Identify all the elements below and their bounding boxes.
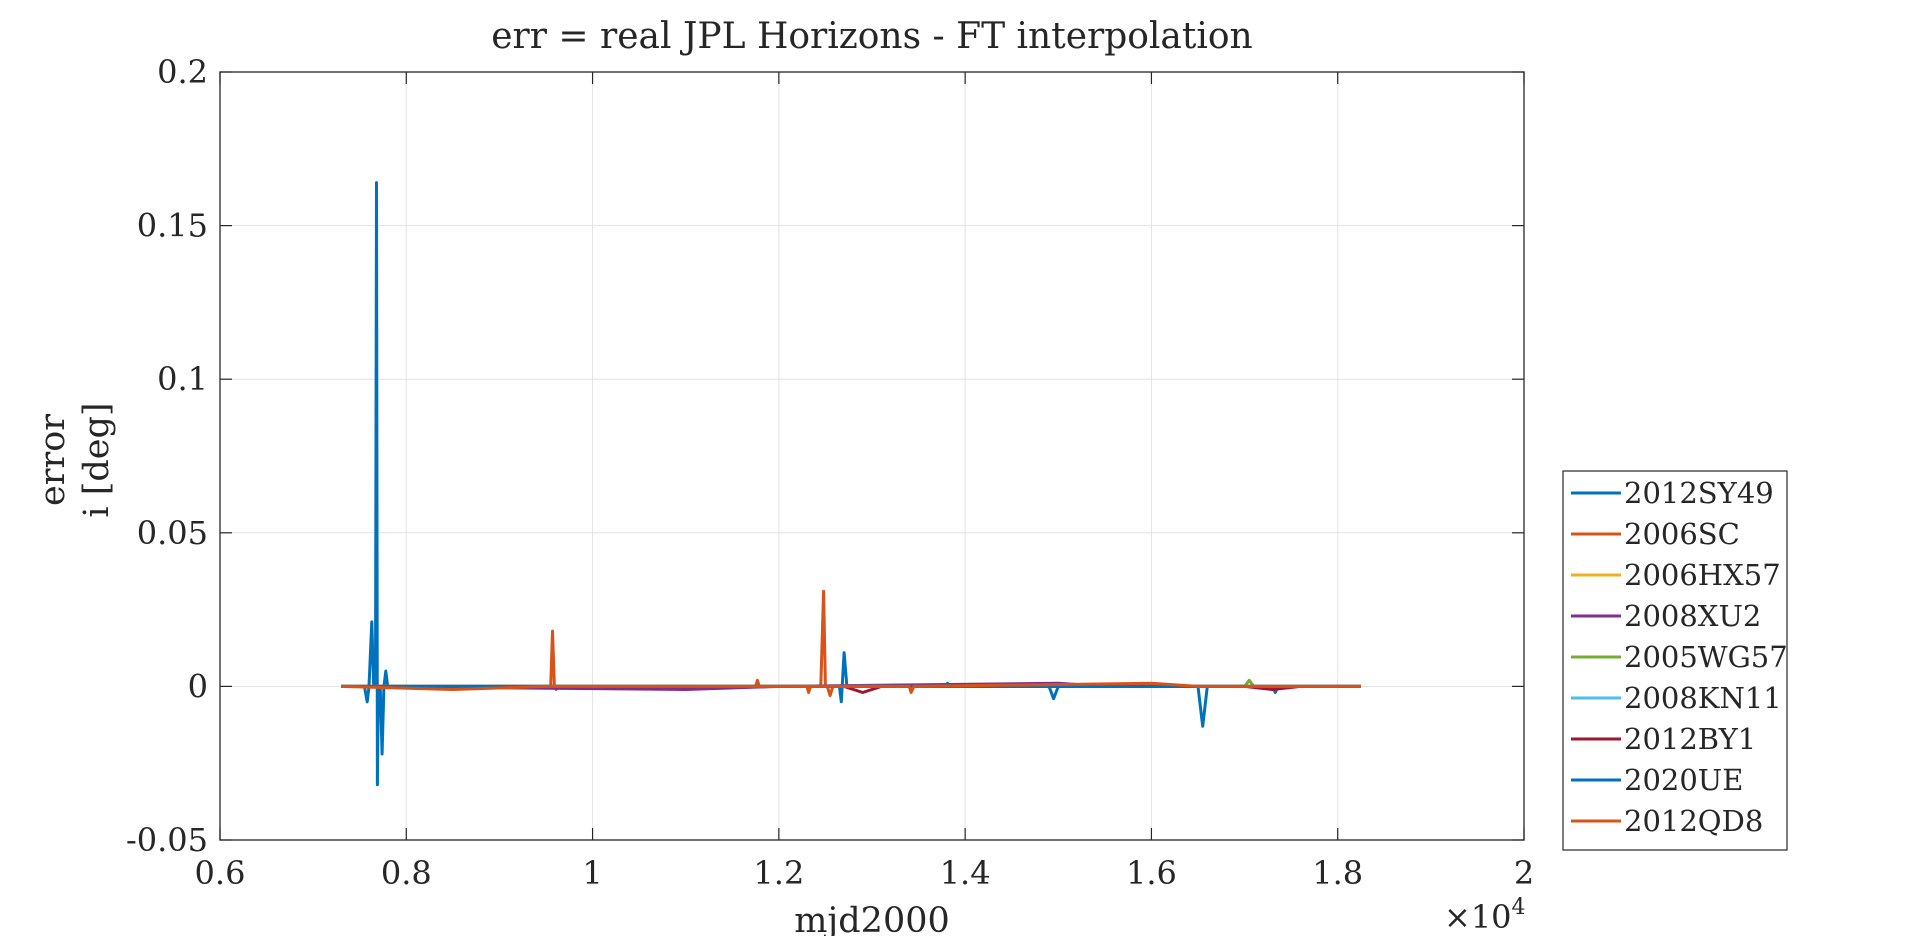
legend-label: 2008XU2 xyxy=(1624,599,1761,633)
x-tick-label: 1.6 xyxy=(1126,854,1177,892)
legend-entry: 2005WG57 xyxy=(1571,640,1788,674)
legend-entry: 2006HX57 xyxy=(1571,558,1781,592)
x-tick-label: 1.8 xyxy=(1312,854,1363,892)
tick-labels: 0.6 0.8 1 1.2 1.4 1.6 1.8 2 -0.05 0 0.05 0.1 0.15 0.2 xyxy=(126,53,1534,892)
legend-label: 2006HX57 xyxy=(1624,558,1781,592)
legend-entry: 2008XU2 xyxy=(1571,599,1761,633)
legend-entry: 2012SY49 xyxy=(1571,476,1774,510)
legend-entry: 2008KN11 xyxy=(1571,681,1782,715)
legend-label: 2012SY49 xyxy=(1624,476,1774,510)
y-axis-label-line2: i [deg] xyxy=(77,402,117,517)
y-tick-label: 0.15 xyxy=(137,207,208,245)
series-line-2012SY49 xyxy=(341,181,1361,787)
x-exponent: ×104 xyxy=(1444,895,1526,936)
y-tick-label: -0.05 xyxy=(126,821,208,859)
legend-label: 2008KN11 xyxy=(1624,681,1782,715)
legend-label: 2012QD8 xyxy=(1624,804,1763,838)
x-axis-label: mjd2000 xyxy=(794,901,950,936)
y-tick-label: 0 xyxy=(188,667,208,705)
legend-entry: 2020UE xyxy=(1571,763,1743,797)
y-axis-label: error i [deg] xyxy=(33,402,117,517)
y-tick-label: 0.1 xyxy=(157,360,208,398)
legend: 2012SY49 2006SC 2006HX57 2008XU2 2005WG57 200… xyxy=(1562,470,1788,851)
legend-entry: 2012QD8 xyxy=(1571,804,1763,838)
series-line-2012QD8 xyxy=(341,681,1361,694)
legend-entry: 2006SC xyxy=(1571,517,1740,551)
x-tick-label: 0.6 xyxy=(195,854,246,892)
plot-frame xyxy=(219,71,1525,841)
legend-entry: 2012BY1 xyxy=(1571,722,1756,756)
legend-label: 2012BY1 xyxy=(1624,722,1756,756)
x-exponent-base: ×104 xyxy=(1444,895,1526,936)
x-tick-label: 1 xyxy=(582,854,602,892)
x-tick-label: 0.8 xyxy=(381,854,432,892)
legend-label: 2005WG57 xyxy=(1624,640,1788,674)
legend-label: 2020UE xyxy=(1624,763,1743,797)
legend-label: 2006SC xyxy=(1624,517,1740,551)
x-tick-label: 1.4 xyxy=(940,854,991,892)
x-tick-label: 1.2 xyxy=(753,854,804,892)
y-tick-label: 0.05 xyxy=(137,514,208,552)
x-tick-label: 2 xyxy=(1514,854,1534,892)
grid xyxy=(219,71,1525,841)
series-layer xyxy=(341,181,1361,787)
ticks xyxy=(219,71,1525,841)
y-axis-label-line1: error xyxy=(33,414,73,506)
y-tick-label: 0.2 xyxy=(157,53,208,91)
chart-title: err = real JPL Horizons - FT interpolati… xyxy=(491,16,1253,57)
series-line-2006SC xyxy=(341,589,1361,698)
